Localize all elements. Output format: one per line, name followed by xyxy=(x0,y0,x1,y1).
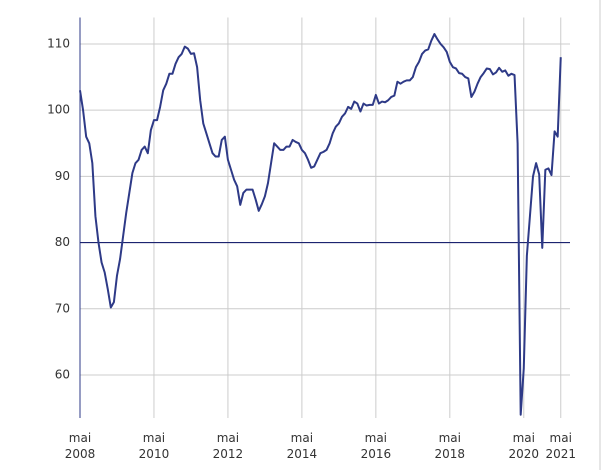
x-tick-label: mai 2016 xyxy=(360,431,392,461)
x-tick-label: mai 2012 xyxy=(212,431,244,461)
y-tick-label: 110 xyxy=(47,36,70,50)
x-tick-label: mai 2020 xyxy=(508,431,540,461)
x-tick-label: mai 2014 xyxy=(286,431,318,461)
y-tick-label: 80 xyxy=(55,235,70,249)
x-tick-label: mai 2021 xyxy=(545,431,577,461)
x-tick-label: mai 2008 xyxy=(64,431,96,461)
y-tick-label: 100 xyxy=(47,103,70,117)
line xyxy=(79,33,562,416)
y-tick-label: 90 xyxy=(55,169,70,183)
x-tick-label: mai 2010 xyxy=(138,431,170,461)
x-tick-label: mai 2018 xyxy=(434,431,466,461)
y-tick-label: 70 xyxy=(55,301,70,315)
y-tick-label: 60 xyxy=(55,367,70,381)
